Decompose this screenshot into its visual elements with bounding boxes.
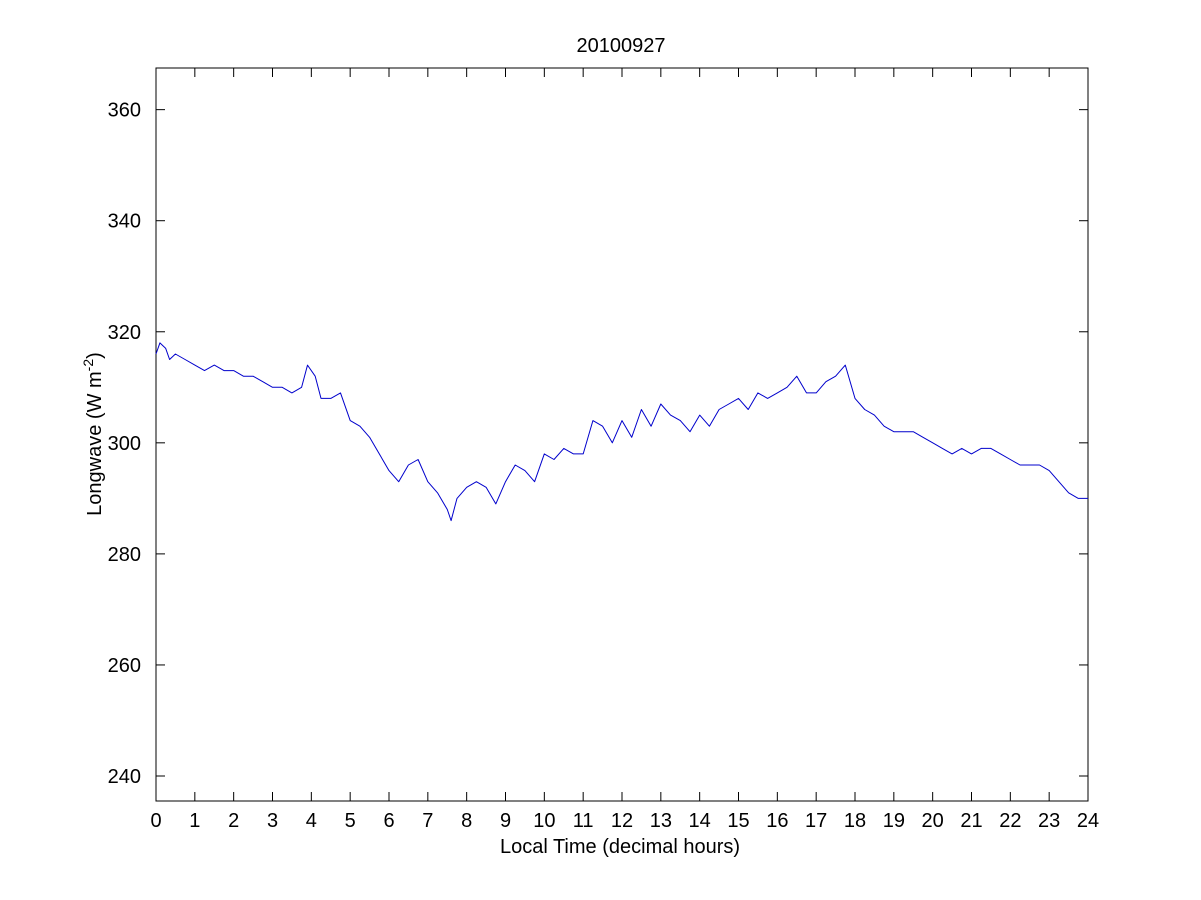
y-tick-label: 300 <box>108 433 141 455</box>
x-tick-label: 23 <box>1038 810 1060 832</box>
x-tick-label: 22 <box>999 810 1021 832</box>
x-tick-label: 3 <box>267 810 278 832</box>
y-tick-label: 360 <box>108 100 141 122</box>
plot-area <box>155 67 1089 802</box>
x-tick-label: 8 <box>461 810 472 832</box>
y-tick-label: 260 <box>108 655 141 677</box>
y-tick-label: 340 <box>108 211 141 233</box>
x-tick-label: 16 <box>766 810 788 832</box>
x-tick-label: 10 <box>533 810 555 832</box>
y-axis-label-main: Longwave (W m <box>84 371 106 516</box>
y-axis-label: Longwave (W m-2) <box>80 352 106 516</box>
series-line <box>155 342 1088 522</box>
x-tick-label: 6 <box>383 810 394 832</box>
y-tick-labels: 240 260 280 300 320 340 360 <box>108 100 141 788</box>
x-tick-label: 7 <box>422 810 433 832</box>
axis-ticks <box>155 68 1089 801</box>
x-tick-label: 14 <box>689 810 711 832</box>
y-tick-label: 280 <box>108 544 141 566</box>
x-tick-label: 11 <box>573 810 594 832</box>
x-tick-label: 20 <box>922 810 944 832</box>
x-tick-label: 2 <box>228 810 239 832</box>
x-tick-label: 4 <box>306 810 317 832</box>
x-tick-label: 9 <box>500 810 511 832</box>
x-tick-label: 15 <box>727 810 749 832</box>
x-tick-label: 0 <box>150 810 161 832</box>
x-tick-label: 12 <box>611 810 633 832</box>
y-axis-label-superscript: -2 <box>80 359 96 372</box>
x-tick-label: 21 <box>960 810 982 832</box>
y-tick-label: 240 <box>108 766 141 788</box>
x-tick-label: 19 <box>883 810 905 832</box>
x-tick-labels: 0 1 2 3 4 5 6 7 8 9 10 11 12 13 14 15 16 17 18 19 20 21 22 23 24 <box>150 810 1099 832</box>
x-axis-label: Local Time (decimal hours) <box>500 836 740 858</box>
x-tick-label: 1 <box>189 810 200 832</box>
x-tick-label: 5 <box>345 810 356 832</box>
x-tick-label: 24 <box>1077 810 1099 832</box>
x-tick-label: 17 <box>805 810 827 832</box>
y-axis-label-close: ) <box>84 352 106 359</box>
chart-title: 20100927 <box>577 35 666 57</box>
x-tick-label: 18 <box>844 810 866 832</box>
y-tick-label: 320 <box>108 322 141 344</box>
x-tick-label: 13 <box>650 810 672 832</box>
